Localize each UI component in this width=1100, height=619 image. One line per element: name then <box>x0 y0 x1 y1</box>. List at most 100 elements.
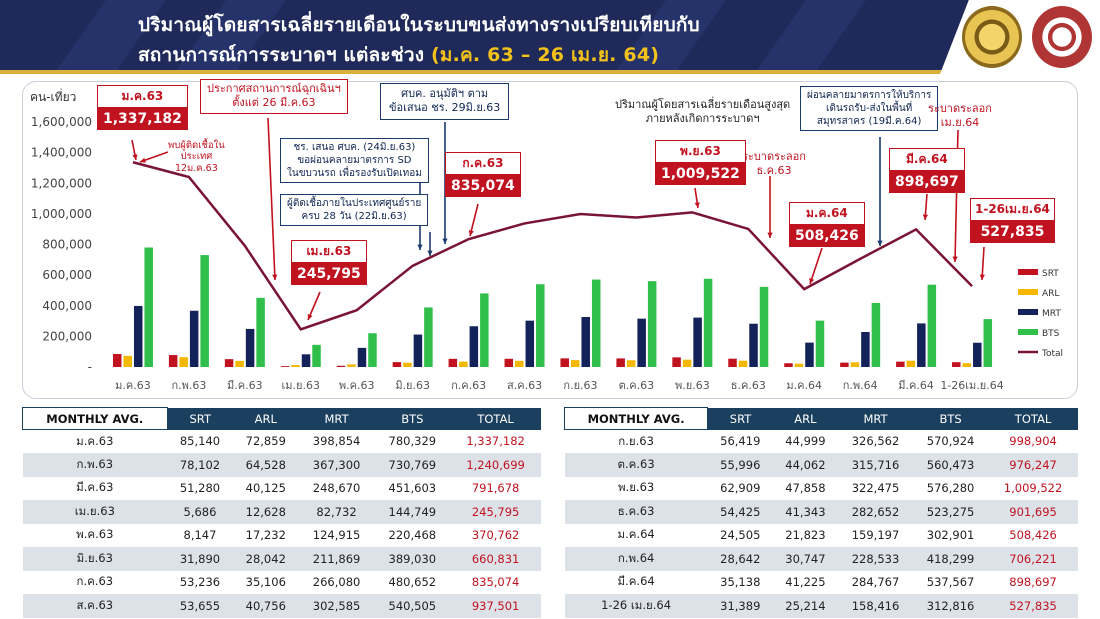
table-cell-period: ม.ค.64 <box>564 523 708 547</box>
ministry-seal-logo <box>1032 6 1092 68</box>
annotation-arrow-head <box>417 244 423 250</box>
table-cell: 248,670 <box>298 476 375 500</box>
bar-bts <box>703 278 713 367</box>
legend-label: SRT <box>1042 269 1059 279</box>
bar-arl <box>515 360 524 367</box>
bar-srt <box>616 358 625 367</box>
annotation-emergency: ประกาศสถานการณ์ฉุกเฉินฯ ตั้งแต่ 26 มี.ค.6… <box>200 79 348 114</box>
table-cell: 35,106 <box>232 570 299 594</box>
x-tick-label: ก.ค.63 <box>451 379 486 392</box>
bar-bts <box>927 284 937 367</box>
annotation-arrow-head <box>952 256 958 262</box>
bar-bts <box>424 307 433 367</box>
table-cell: 53,236 <box>167 570 233 594</box>
badge-value: 527,835 <box>970 221 1055 243</box>
x-tick-label: ส.ค.63 <box>507 379 542 392</box>
bar-arl <box>347 364 356 367</box>
table-cell: 56,419 <box>707 429 773 453</box>
bar-mrt <box>693 317 702 367</box>
annotation-arrow-head <box>922 214 929 220</box>
bar-srt <box>672 357 681 367</box>
table-cell: 730,769 <box>374 453 451 477</box>
bar-srt <box>560 358 569 367</box>
bar-bts <box>647 281 657 367</box>
table-cell: 367,300 <box>298 453 375 477</box>
table-cell: 21,823 <box>772 523 838 547</box>
legend-label: BTS <box>1042 329 1060 339</box>
badge-jan63: ม.ค.63 1,337,182 <box>97 85 188 130</box>
badge-value: 835,074 <box>445 175 521 197</box>
annotation-relax-services: ผ่อนคลายมาตรการให้บริการ เดินรถรับ-ส่งในพ… <box>800 86 939 131</box>
table-cell: 144,749 <box>374 500 451 524</box>
x-tick-label: พ.ค.63 <box>339 379 375 392</box>
bar-bts <box>368 333 377 367</box>
table-cell-total: 1,337,182 <box>450 429 541 453</box>
table-cell: 159,197 <box>838 523 914 547</box>
bar-mrt <box>245 328 255 367</box>
table-cell: 5,686 <box>167 500 233 524</box>
legend-label: MRT <box>1042 309 1061 319</box>
bar-mrt <box>525 320 535 367</box>
annotation-arrow-head <box>767 232 773 238</box>
bar-bts <box>256 297 265 367</box>
bar-arl <box>906 360 916 367</box>
table-cell-total: 370,762 <box>450 523 541 547</box>
x-tick-label: เม.ย.63 <box>282 379 320 392</box>
table-cell-total: 527,835 <box>988 594 1078 618</box>
annotation-arrow-head <box>809 278 815 284</box>
bar-mrt <box>301 354 311 367</box>
badge-value: 1,009,522 <box>655 163 746 185</box>
table-cell: 220,468 <box>374 523 451 547</box>
bar-srt <box>728 358 737 367</box>
table-row: มิ.ย.63 31,890 28,042 211,869 389,030 660,831 <box>22 547 541 571</box>
table-cell: 266,080 <box>298 570 375 594</box>
annotation-arrow-line <box>809 247 823 285</box>
table-row: 1-26 เม.ย.64 31,389 25,214 158,416 312,816 52… <box>564 594 1078 618</box>
badge-apr64: 1-26เม.ย.64 527,835 <box>970 198 1055 243</box>
table-cell-period: ต.ค.63 <box>564 453 708 477</box>
table-cell: 560,473 <box>913 453 989 477</box>
table-cell-period: ส.ค.63 <box>22 594 168 618</box>
table-cell: 282,652 <box>838 500 914 524</box>
table-row: ก.พ.63 78,102 64,528 367,300 730,769 1,240,69… <box>22 453 541 477</box>
bar-srt <box>448 358 458 367</box>
legend-swatch-bts <box>1018 329 1038 335</box>
y-tick-label: 800,000 <box>42 238 92 252</box>
table-cell-total: 998,904 <box>988 429 1078 453</box>
bar-arl <box>962 363 972 367</box>
badge-label: ม.ค.64 <box>789 202 865 225</box>
table-row: ส.ค.63 53,655 40,756 302,585 540,505 937,501 <box>22 594 541 618</box>
table-cell: 47,858 <box>772 476 838 500</box>
table-cell-period: ธ.ค.63 <box>564 500 708 524</box>
bar-srt <box>952 362 961 367</box>
table-row: ธ.ค.63 54,425 41,343 282,652 523,275 901,695 <box>564 500 1078 524</box>
bar-arl <box>850 362 860 367</box>
page-title-prefix: สถานการณ์การระบาดฯ แต่ละช่วง <box>138 44 431 66</box>
badge-jan64: ม.ค.64 508,426 <box>789 202 865 247</box>
table-row: มี.ค.63 51,280 40,125 248,670 451,603 791,678 <box>22 476 541 500</box>
annotation-arrow-head <box>140 157 146 163</box>
badge-value: 245,795 <box>291 263 367 285</box>
bar-mrt <box>469 326 479 367</box>
table-cell: 72,859 <box>232 429 299 453</box>
table-cell: 51,280 <box>167 476 233 500</box>
bar-arl <box>123 355 132 367</box>
table-cell-period: ม.ค.63 <box>22 429 168 453</box>
table-cell: 64,528 <box>232 453 299 477</box>
table-cell: 576,280 <box>913 476 989 500</box>
bar-bts <box>591 279 601 367</box>
table-cell: 82,732 <box>298 500 375 524</box>
table-cell: 302,585 <box>298 594 375 618</box>
table-cell: 480,652 <box>374 570 451 594</box>
bar-mrt <box>581 316 590 367</box>
table-cell: 35,138 <box>707 570 773 594</box>
table-cell: 25,214 <box>772 594 838 618</box>
legend-label: Total <box>1041 349 1063 359</box>
table-cell-total: 898,697 <box>988 570 1078 594</box>
table-cell: 284,767 <box>838 570 914 594</box>
annotation-arrow-head <box>132 154 138 160</box>
table-cell-total: 937,501 <box>450 594 541 618</box>
bar-bts <box>759 286 769 367</box>
column-header: SRT <box>707 407 773 430</box>
table-cell: 54,425 <box>707 500 773 524</box>
